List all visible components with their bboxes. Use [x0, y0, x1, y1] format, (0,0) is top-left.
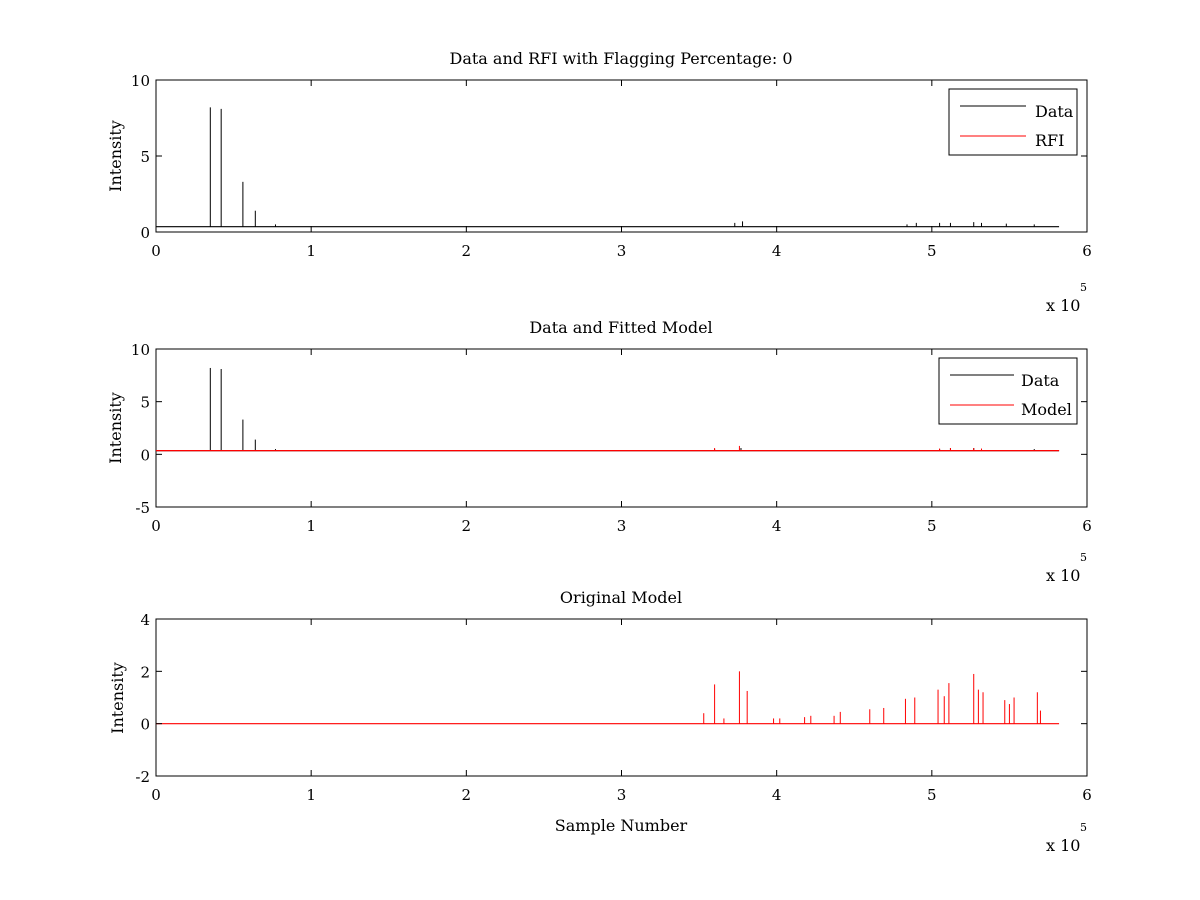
x-tick-label: 0 [151, 242, 161, 260]
subplot-title: Data and RFI with Flagging Percentage: 0 [449, 49, 792, 68]
x-tick-label: 1 [306, 242, 316, 260]
subplot-title: Data and Fitted Model [529, 318, 712, 337]
x-tick-label: 3 [617, 242, 627, 260]
x-tick-label: 1 [306, 786, 316, 804]
x-tick-label: 5 [927, 786, 937, 804]
y-tick-label: 0 [140, 446, 150, 464]
x-exponent-power: 5 [1080, 551, 1087, 564]
y-tick-label: 0 [140, 716, 150, 734]
legend: Data RFI [948, 88, 1078, 156]
x-tick-label: 3 [617, 517, 627, 535]
x-tick-label: 5 [927, 242, 937, 260]
x-tick-label: 4 [772, 242, 782, 260]
x-exponent-power: 5 [1080, 821, 1087, 834]
x-tick-label: 0 [151, 517, 161, 535]
x-tick-label: 1 [306, 517, 316, 535]
series-layer [156, 107, 1060, 228]
x-axis-label: Sample Number [555, 816, 688, 835]
x-tick-label: 2 [462, 242, 472, 260]
legend: Data Model [938, 357, 1078, 425]
y-tick-label: 10 [131, 341, 150, 359]
x-tick-label: 4 [772, 517, 782, 535]
x-tick-label: 2 [462, 517, 472, 535]
series-layer [156, 367, 1060, 452]
y-axis-label: Intensity [106, 120, 125, 192]
legend-label-rfi: RFI [1035, 131, 1064, 150]
y-tick-label: 4 [140, 611, 150, 629]
ticks-layer: 0 1 2 3 4 5 6 0 5 10 [131, 72, 1092, 260]
x-exponent-label: x 10 [1046, 836, 1080, 855]
y-tick-label: -2 [135, 768, 150, 786]
axes-box [155, 348, 1088, 508]
legend-label-model: Model [1021, 400, 1072, 419]
x-tick-label: 2 [462, 786, 472, 804]
legend-box [948, 88, 1078, 156]
x-exponent-label: x 10 [1046, 296, 1080, 315]
x-tick-label: 6 [1082, 517, 1092, 535]
y-axis-label: Intensity [106, 392, 125, 464]
y-axis-label: Intensity [108, 662, 127, 734]
subplot-title: Original Model [560, 588, 682, 607]
x-tick-label: 6 [1082, 786, 1092, 804]
y-tick-label: -5 [135, 499, 150, 517]
x-exponent-power: 5 [1080, 281, 1087, 294]
y-tick-label: 10 [131, 72, 150, 90]
y-tick-label: 5 [140, 148, 150, 166]
axes-box [155, 618, 1088, 777]
x-tick-label: 5 [927, 517, 937, 535]
y-tick-label: 2 [140, 663, 150, 681]
y-tick-label: 0 [140, 224, 150, 242]
series-layer [156, 671, 1060, 725]
x-tick-label: 4 [772, 786, 782, 804]
x-exponent-label: x 10 [1046, 566, 1080, 585]
legend-box [938, 357, 1078, 425]
x-tick-label: 0 [151, 786, 161, 804]
x-tick-label: 6 [1082, 242, 1092, 260]
y-tick-label: 5 [140, 394, 150, 412]
axes-box [155, 79, 1088, 233]
legend-label-data: Data [1021, 371, 1060, 390]
subplot-data-and-rfi: Data and RFI with Flagging Percentage: 0… [106, 49, 1092, 315]
x-tick-label: 3 [617, 786, 627, 804]
legend-label-data: Data [1035, 102, 1074, 121]
